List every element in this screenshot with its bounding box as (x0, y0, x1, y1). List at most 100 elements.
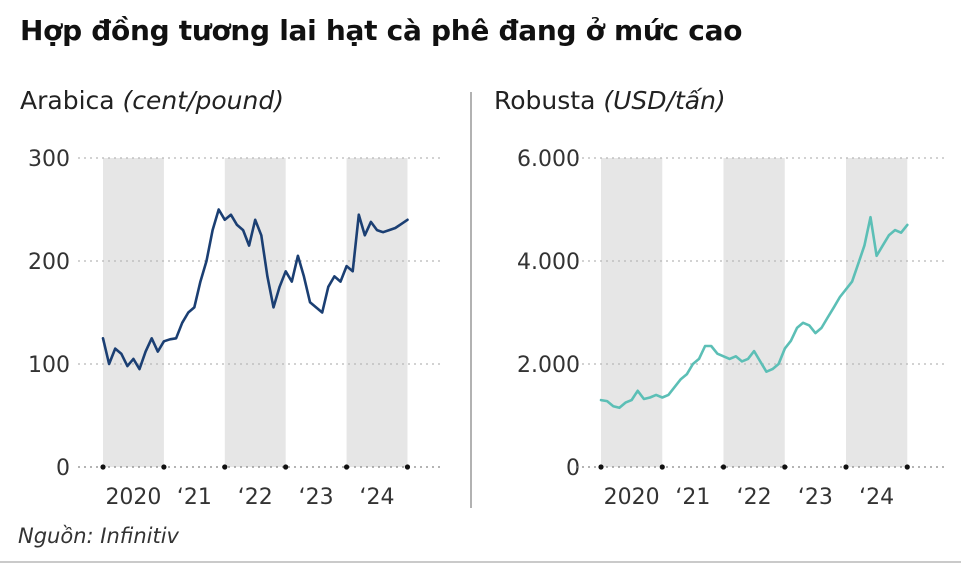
arabica-data-point (284, 270, 287, 273)
arabica-x-tick-dot (161, 464, 167, 470)
robusta-panel-label: Robusta (USD/tấn) (494, 86, 726, 115)
arabica-data-point (205, 260, 208, 262)
robusta-data-point (906, 224, 909, 226)
robusta-chart: 0 2.000 4.000 6.000 2020 ‘21 ‘22 ‘23 ‘24 (517, 147, 944, 510)
arabica-x-tick-dot (100, 464, 106, 470)
robusta-data-point (679, 378, 682, 381)
arabica-data-point (339, 280, 342, 283)
arabica-data-point (351, 270, 354, 273)
robusta-year-label: ‘24 (859, 485, 894, 510)
arabica-data-point (150, 337, 153, 340)
robusta-data-point (894, 229, 896, 231)
robusta-data-point (814, 332, 817, 334)
arabica-data-point (297, 255, 299, 257)
robusta-data-point (845, 288, 847, 291)
robusta-data-point (802, 322, 804, 324)
arabica-y-tick-label: 0 (56, 456, 70, 481)
arabica-data-point (230, 213, 232, 216)
arabica-data-point (278, 285, 281, 288)
robusta-data-point (759, 360, 762, 363)
arabica-x-tick-dot (222, 464, 228, 470)
arabica-data-point (175, 337, 177, 340)
arabica-data-point (126, 365, 129, 367)
robusta-data-point (765, 370, 768, 373)
arabica-year-label: ‘21 (177, 485, 212, 510)
robusta-x-tick-dot (659, 464, 665, 470)
arabica-data-point (211, 229, 214, 231)
robusta-data-point (661, 396, 664, 399)
robusta-year-label: 2020 (604, 485, 660, 510)
arabica-year-label: ‘22 (238, 485, 273, 510)
arabica-y-tick-label: 300 (28, 147, 70, 172)
arabica-data-point (376, 229, 378, 231)
robusta-data-point (839, 296, 841, 298)
robusta-x-tick-dot (720, 464, 727, 470)
robusta-data-point (606, 400, 608, 402)
robusta-data-point (851, 280, 853, 283)
robusta-y-tick-label: 6.000 (517, 147, 580, 172)
robusta-data-point (826, 316, 829, 319)
robusta-data-point (655, 394, 657, 396)
arabica-data-point (327, 285, 330, 288)
arabica-data-point (217, 208, 220, 211)
arabica-data-point (254, 219, 257, 221)
arabica-data-point (102, 337, 104, 340)
robusta-data-point (630, 399, 633, 401)
arabica-data-point (357, 213, 360, 216)
arabica-year-band-2 (346, 158, 408, 467)
arabica-data-point (236, 224, 238, 226)
arabica-year-label: ‘24 (360, 485, 395, 510)
robusta-data-point (734, 355, 737, 358)
robusta-y-tick-label: 4.000 (517, 250, 580, 275)
robusta-data-point (875, 255, 878, 257)
arabica-data-point (266, 275, 269, 278)
arabica-data-point (248, 244, 250, 247)
robusta-data-point (790, 340, 792, 342)
arabica-data-point (132, 358, 135, 360)
arabica-data-point (315, 306, 317, 309)
robusta-data-point (881, 244, 884, 247)
arabica-data-point (406, 219, 409, 221)
robusta-label: Robusta (494, 86, 596, 115)
robusta-data-point (741, 360, 743, 363)
robusta-data-point (783, 347, 786, 350)
arabica-label: Arabica (20, 86, 115, 115)
robusta-data-point (863, 244, 866, 247)
robusta-x-tick-dot (843, 464, 849, 470)
robusta-year-band-1 (723, 158, 785, 467)
arabica-data-point (138, 368, 141, 370)
robusta-data-point (612, 405, 615, 408)
arabica-y-tick-label: 100 (28, 353, 70, 378)
robusta-year-label: ‘22 (737, 485, 772, 510)
arabica-data-point (382, 231, 384, 233)
robusta-x-tick-dot (598, 464, 604, 470)
robusta-data-point (618, 406, 621, 409)
arabica-data-point (290, 280, 293, 283)
robusta-data-point (667, 394, 670, 396)
arabica-data-point (370, 221, 372, 223)
robusta-year-band-0 (601, 158, 663, 467)
arabica-year-band-1 (224, 158, 286, 467)
robusta-year-label: ‘23 (798, 485, 833, 510)
arabica-data-point (181, 322, 183, 324)
arabica-data-point (260, 234, 263, 237)
arabica-data-point (309, 301, 311, 304)
chart-title: Hợp đồng tương lai hạt cà phê đang ở mức… (20, 14, 743, 47)
robusta-unit: (USD/tấn) (603, 86, 726, 115)
arabica-y-tick-label: 200 (28, 250, 70, 275)
robusta-data-point (857, 262, 860, 265)
arabica-data-point (303, 275, 305, 278)
robusta-data-point (636, 389, 639, 392)
arabica-data-point (364, 234, 366, 237)
robusta-data-point (808, 324, 811, 327)
arabica-panel-label: Arabica (cent/pound) (20, 86, 284, 115)
robusta-data-point (869, 216, 872, 219)
robusta-data-point (728, 358, 731, 360)
robusta-data-point (771, 368, 774, 370)
robusta-data-point (698, 358, 700, 360)
arabica-data-point (187, 311, 190, 314)
robusta-x-tick-dot (904, 464, 910, 470)
arabica-chart: 0 100 200 300 2020 ‘21 ‘22 ‘23 ‘24 (28, 147, 444, 510)
robusta-data-point (704, 345, 706, 347)
